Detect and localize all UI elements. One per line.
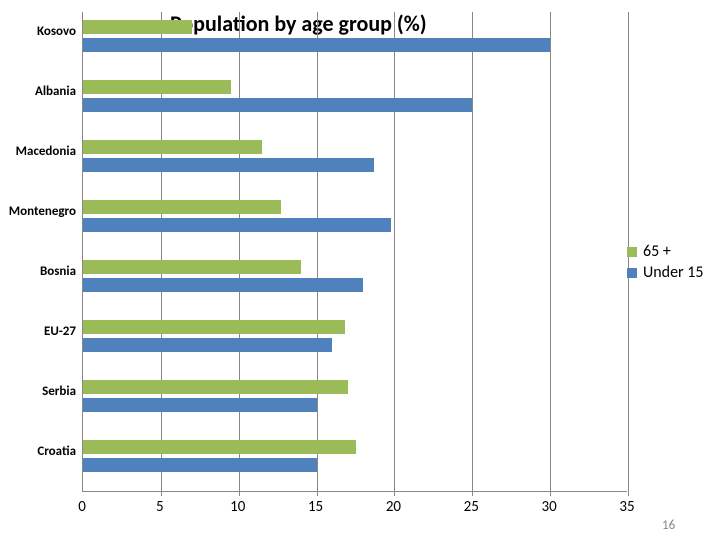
bar-65plus [83, 80, 231, 94]
bar-group [83, 432, 627, 492]
legend-item: 65 + [627, 242, 703, 261]
bar-group [83, 252, 627, 312]
bar-under15 [83, 458, 317, 472]
x-tick-label: 10 [218, 498, 258, 516]
bar-65plus [83, 260, 301, 274]
legend-label: 65 + [643, 242, 671, 261]
bar-group [83, 312, 627, 372]
x-tick-label: 0 [62, 498, 102, 516]
category-label: Serbia [0, 384, 76, 399]
bar-under15 [83, 278, 363, 292]
x-tick-label: 15 [296, 498, 336, 516]
legend-item: Under 15 [627, 263, 703, 282]
x-tick-label: 35 [607, 498, 647, 516]
bar-65plus [83, 380, 348, 394]
bar-under15 [83, 98, 472, 112]
x-tick-label: 25 [451, 498, 491, 516]
bar-group [83, 72, 627, 132]
page-number: 16 [662, 518, 675, 533]
x-tick-label: 5 [140, 498, 180, 516]
bar-under15 [83, 158, 374, 172]
category-label: EU-27 [0, 324, 76, 339]
bar-group [83, 12, 627, 72]
bar-under15 [83, 338, 332, 352]
bar-65plus [83, 140, 262, 154]
x-tick-label: 20 [373, 498, 413, 516]
bar-under15 [83, 398, 317, 412]
bar-under15 [83, 38, 550, 52]
category-label: Albania [0, 84, 76, 99]
bar-group [83, 192, 627, 252]
bar-65plus [83, 20, 192, 34]
category-label: Croatia [0, 444, 76, 459]
category-label: Montenegro [0, 204, 76, 219]
category-label: Bosnia [0, 264, 76, 279]
bar-under15 [83, 218, 391, 232]
plot-area [82, 12, 627, 492]
x-tick-label: 30 [529, 498, 569, 516]
legend-label: Under 15 [643, 263, 703, 282]
category-label: Kosovo [0, 24, 76, 39]
bar-65plus [83, 440, 356, 454]
population-bar-chart: Population by age group (%) 65 +Under 15… [0, 0, 720, 540]
bar-group [83, 132, 627, 192]
bar-group [83, 372, 627, 432]
category-label: Macedonia [0, 144, 76, 159]
legend-swatch [627, 268, 637, 278]
legend-swatch [627, 247, 637, 257]
bar-65plus [83, 200, 281, 214]
legend: 65 + Under 15 [627, 242, 703, 284]
bar-65plus [83, 320, 345, 334]
